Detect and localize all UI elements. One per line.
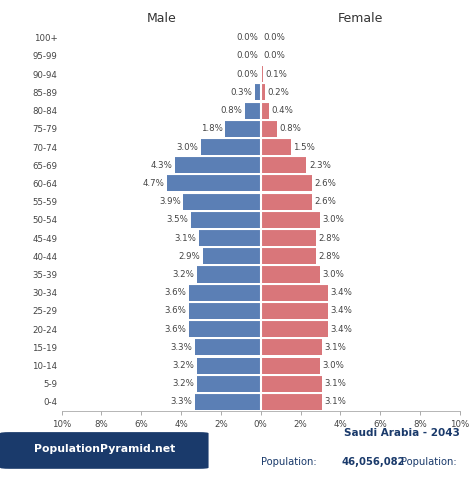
Text: 0.3%: 0.3% <box>230 88 252 97</box>
Bar <box>261 157 307 173</box>
Text: 3.2%: 3.2% <box>173 379 195 388</box>
Text: 2.9%: 2.9% <box>179 252 201 261</box>
Text: Saudi Arabia - 2043: Saudi Arabia - 2043 <box>344 428 460 438</box>
Bar <box>261 394 322 410</box>
Text: 3.1%: 3.1% <box>325 379 346 388</box>
Bar <box>261 194 312 210</box>
Bar <box>261 121 277 137</box>
Bar <box>261 139 291 155</box>
Text: 3.6%: 3.6% <box>165 288 187 297</box>
Text: 4.3%: 4.3% <box>151 161 173 170</box>
Text: 46,056,082: 46,056,082 <box>341 457 405 467</box>
Text: 2.3%: 2.3% <box>309 161 331 170</box>
Bar <box>261 285 328 301</box>
Bar <box>195 339 261 355</box>
FancyBboxPatch shape <box>0 432 209 469</box>
Text: 3.2%: 3.2% <box>173 361 195 370</box>
Bar <box>197 358 261 374</box>
Bar <box>261 303 328 319</box>
Text: 0.0%: 0.0% <box>237 70 258 79</box>
Text: 0.4%: 0.4% <box>271 106 293 115</box>
Text: 3.0%: 3.0% <box>177 142 199 152</box>
Text: 3.1%: 3.1% <box>325 343 346 352</box>
Text: 3.1%: 3.1% <box>325 398 346 406</box>
Text: 3.4%: 3.4% <box>331 306 353 315</box>
Bar <box>261 85 264 100</box>
Text: 3.0%: 3.0% <box>323 361 345 370</box>
Bar <box>261 175 312 192</box>
Text: 2.6%: 2.6% <box>315 197 337 206</box>
Text: 4.7%: 4.7% <box>143 179 165 188</box>
Text: 3.9%: 3.9% <box>159 197 181 206</box>
Text: 3.3%: 3.3% <box>171 398 192 406</box>
Bar <box>261 358 320 374</box>
Bar <box>203 248 261 264</box>
Text: 3.4%: 3.4% <box>331 288 353 297</box>
Bar <box>261 267 320 282</box>
Bar <box>255 85 261 100</box>
Text: 2.8%: 2.8% <box>319 234 341 243</box>
Text: 0.8%: 0.8% <box>220 106 242 115</box>
Bar <box>183 194 261 210</box>
Bar <box>201 139 261 155</box>
Text: Female: Female <box>337 12 383 25</box>
Text: 0.0%: 0.0% <box>237 33 258 42</box>
Text: 3.4%: 3.4% <box>331 325 353 334</box>
Text: 3.0%: 3.0% <box>323 270 345 279</box>
Text: 0.0%: 0.0% <box>237 52 258 61</box>
Text: 3.6%: 3.6% <box>165 325 187 334</box>
Text: 0.1%: 0.1% <box>265 70 287 79</box>
Bar <box>197 376 261 392</box>
Text: 3.2%: 3.2% <box>173 270 195 279</box>
Text: 3.1%: 3.1% <box>175 234 197 243</box>
Text: 1.8%: 1.8% <box>201 124 222 133</box>
Text: Population:: Population: <box>261 457 319 467</box>
Text: 3.6%: 3.6% <box>165 306 187 315</box>
Bar <box>261 376 322 392</box>
Text: 0.0%: 0.0% <box>263 33 285 42</box>
Bar <box>225 121 261 137</box>
Bar <box>261 248 317 264</box>
Text: 1.5%: 1.5% <box>293 142 315 152</box>
Text: 2.8%: 2.8% <box>319 252 341 261</box>
Text: 0.2%: 0.2% <box>267 88 289 97</box>
Bar <box>195 394 261 410</box>
Text: Population:: Population: <box>401 457 460 467</box>
Bar <box>199 230 261 246</box>
Bar <box>191 212 261 228</box>
Bar <box>261 66 263 82</box>
Text: PopulationPyramid.net: PopulationPyramid.net <box>34 445 175 454</box>
Bar <box>261 321 328 337</box>
Bar <box>197 267 261 282</box>
Bar <box>261 212 320 228</box>
Bar <box>175 157 261 173</box>
Text: 3.0%: 3.0% <box>323 216 345 224</box>
Text: 3.3%: 3.3% <box>171 343 192 352</box>
Text: 0.8%: 0.8% <box>279 124 301 133</box>
Text: 3.5%: 3.5% <box>167 216 189 224</box>
Text: Male: Male <box>146 12 176 25</box>
Text: 0.0%: 0.0% <box>263 52 285 61</box>
Text: 2.6%: 2.6% <box>315 179 337 188</box>
Bar <box>167 175 261 192</box>
Bar <box>261 339 322 355</box>
Bar <box>189 303 261 319</box>
Bar <box>261 103 269 119</box>
Bar <box>189 285 261 301</box>
Bar <box>189 321 261 337</box>
Bar <box>245 103 261 119</box>
Bar <box>261 230 317 246</box>
